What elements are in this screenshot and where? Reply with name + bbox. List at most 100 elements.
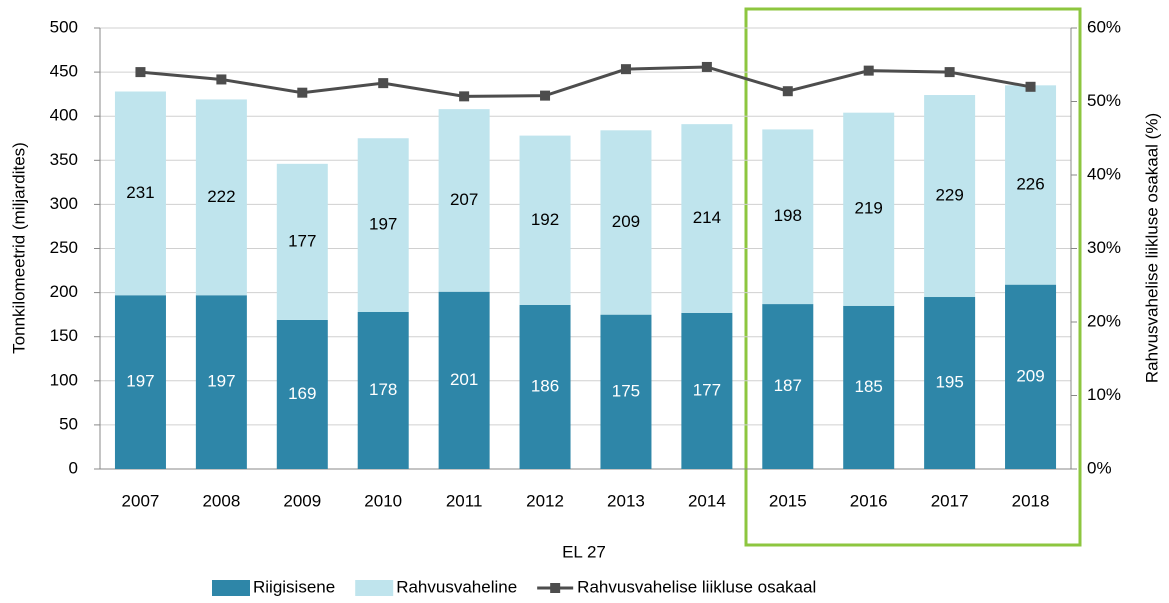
line-marker (701, 61, 712, 72)
line-marker (459, 91, 470, 102)
y-tick-label: 200 (50, 282, 78, 301)
line-marker (782, 86, 793, 97)
y2-tick-label: 20% (1087, 311, 1121, 330)
data-label: 207 (450, 190, 478, 209)
y-tick-label: 500 (50, 17, 78, 36)
bar (1005, 284, 1057, 469)
y2-tick-label: 0% (1087, 458, 1112, 477)
data-label: 197 (126, 372, 154, 391)
line-marker (863, 65, 874, 76)
data-label: 192 (531, 210, 559, 229)
bar (600, 130, 652, 315)
bar (924, 297, 976, 469)
x-tick-label: 2009 (283, 491, 321, 510)
x-tick-label: 2007 (122, 491, 160, 510)
bar (195, 295, 247, 469)
data-label: 209 (612, 212, 640, 231)
y-tick-label: 50 (59, 414, 78, 433)
data-label: 197 (369, 215, 397, 234)
x-tick-label: 2010 (364, 491, 402, 510)
bar (114, 295, 166, 469)
data-label: 214 (693, 208, 721, 227)
bar (195, 99, 247, 296)
bar (276, 163, 328, 320)
x-tick-label: 2012 (526, 491, 564, 510)
bar (1005, 85, 1057, 285)
bar (681, 312, 733, 469)
x-axis-title: EL 27 (562, 542, 606, 561)
data-label: 177 (693, 380, 721, 399)
line-marker (540, 90, 551, 101)
bar (681, 124, 733, 313)
y-axis-title: Tonnkilomeetrid (miljardites) (9, 142, 28, 354)
legend-label: Rahvusvahelise liikluse osakaal (577, 577, 816, 596)
legend-swatch (212, 580, 250, 596)
data-label: 177 (288, 231, 316, 250)
line-marker (216, 74, 227, 85)
data-label: 178 (369, 380, 397, 399)
data-label: 197 (207, 372, 235, 391)
line-marker (944, 67, 955, 78)
data-label: 195 (935, 372, 963, 391)
bar (519, 135, 571, 305)
legend-swatch (355, 580, 394, 596)
bar (438, 291, 490, 469)
line-marker (135, 67, 146, 78)
bar (600, 314, 652, 469)
y2-tick-label: 40% (1087, 164, 1121, 183)
line-marker (378, 78, 389, 89)
x-tick-label: 2018 (1012, 491, 1050, 510)
y2-tick-label: 30% (1087, 238, 1121, 257)
data-label: 222 (207, 187, 235, 206)
data-label: 175 (612, 381, 640, 400)
bar (276, 319, 328, 469)
bar (762, 129, 814, 305)
y2-tick-label: 60% (1087, 17, 1121, 36)
x-tick-label: 2016 (850, 491, 888, 510)
legend-label: Rahvusvaheline (396, 577, 517, 596)
bar (519, 304, 571, 469)
y-tick-label: 250 (50, 238, 78, 257)
bar (438, 109, 490, 292)
data-label: 226 (1016, 174, 1044, 193)
data-label: 198 (774, 206, 802, 225)
x-tick-label: 2017 (931, 491, 969, 510)
y-tick-label: 0 (69, 458, 78, 477)
line-marker (620, 64, 631, 75)
highlight-box (744, 7, 1082, 547)
y-tick-label: 400 (50, 106, 78, 125)
y-tick-label: 100 (50, 370, 78, 389)
x-tick-label: 2011 (446, 491, 483, 510)
y-tick-label: 300 (50, 194, 78, 213)
legend-marker (550, 583, 561, 593)
data-label: 229 (935, 186, 963, 205)
y2-axis-title: Rahvusvahelise liikluse osakaal (%) (1142, 113, 1161, 383)
bar (357, 138, 409, 313)
y-tick-label: 350 (50, 150, 78, 169)
bar (762, 304, 814, 469)
line-marker (1025, 81, 1036, 92)
bar (924, 95, 976, 298)
legend-label: Riigisisene (253, 577, 335, 596)
data-label: 201 (450, 370, 478, 389)
data-label: 186 (531, 376, 559, 395)
bar (114, 91, 166, 296)
x-tick-label: 2015 (769, 491, 807, 510)
x-tick-label: 2013 (607, 491, 645, 510)
data-label: 169 (288, 384, 316, 403)
y-tick-label: 150 (50, 326, 78, 345)
line (140, 65, 1031, 98)
data-label: 219 (855, 199, 883, 218)
y-tick-label: 450 (50, 62, 78, 81)
bar (843, 305, 895, 469)
data-label: 231 (126, 183, 154, 202)
line-marker (297, 87, 308, 98)
data-label: 209 (1016, 366, 1044, 385)
x-tick-label: 2008 (202, 491, 240, 510)
y2-tick-label: 10% (1087, 385, 1121, 404)
bar (843, 112, 895, 306)
data-label: 187 (774, 376, 802, 395)
data-label: 185 (855, 377, 883, 396)
y2-tick-label: 50% (1087, 91, 1121, 110)
bar (357, 312, 409, 469)
